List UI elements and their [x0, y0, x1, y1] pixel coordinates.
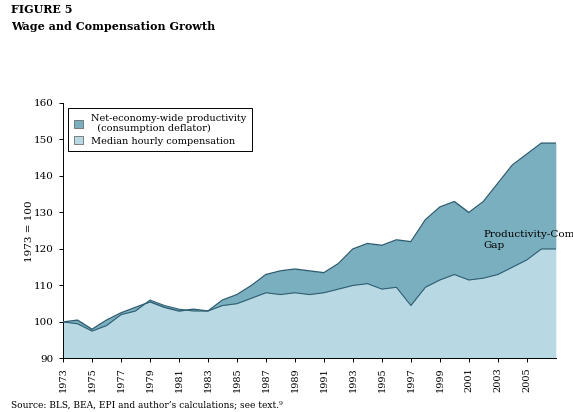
Text: Source: BLS, BEA, EPI and author’s calculations; see text.⁹: Source: BLS, BEA, EPI and author’s calcu… — [11, 401, 283, 410]
Text: Wage and Compensation Growth: Wage and Compensation Growth — [11, 21, 215, 32]
Legend: Net-economy-wide productivity
  (consumption deflator), Median hourly compensati: Net-economy-wide productivity (consumpti… — [68, 108, 252, 151]
Y-axis label: 1973 = 100: 1973 = 100 — [25, 200, 34, 262]
Text: FIGURE 5: FIGURE 5 — [11, 4, 73, 15]
Text: Productivity-Compensation
Gap: Productivity-Compensation Gap — [484, 230, 573, 250]
